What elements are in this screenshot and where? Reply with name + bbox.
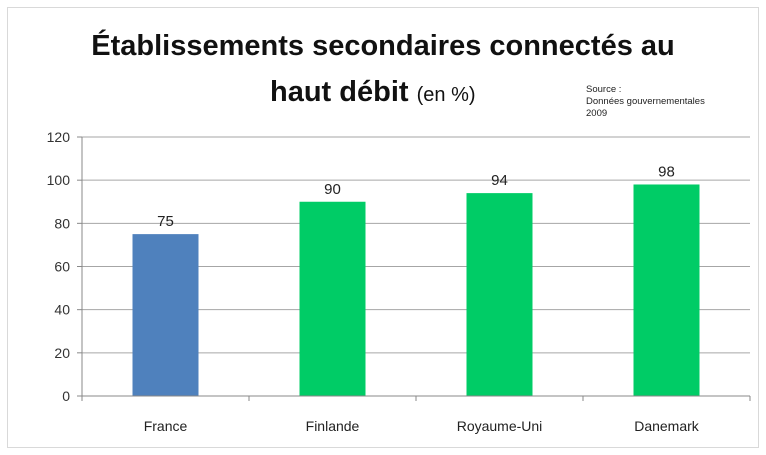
data-label: 90 [324, 181, 341, 198]
bar [132, 234, 199, 396]
data-label: 98 [658, 163, 675, 180]
source-note: Source : Données gouvernementales 2009 [586, 84, 705, 120]
data-label: 75 [157, 213, 174, 230]
x-tick-label: Royaume-Uni [457, 418, 543, 434]
chart-title-line1: Établissements secondaires connectés au [91, 30, 675, 62]
source-year: 2009 [586, 108, 608, 119]
x-tick-label: France [144, 418, 188, 434]
chart-title-line2: haut débit (en %) [270, 76, 476, 109]
bar [466, 193, 533, 396]
chart-frame [7, 7, 759, 448]
y-tick-label: 40 [54, 302, 70, 318]
source-label: Source : [586, 84, 622, 95]
x-tick-label: Finlande [306, 418, 360, 434]
y-tick-label: 100 [47, 172, 71, 188]
bar [633, 184, 700, 396]
chart-title-main: haut débit [270, 76, 409, 108]
x-tick-label: Danemark [634, 418, 700, 434]
source-name: Données gouvernementales [586, 96, 705, 107]
chart-title-unit: (en %) [416, 84, 476, 106]
y-tick-label: 0 [62, 388, 70, 404]
y-tick-label: 80 [54, 215, 70, 231]
y-tick-label: 20 [54, 345, 70, 361]
data-label: 94 [491, 172, 508, 189]
y-tick-label: 120 [47, 129, 71, 145]
y-tick-label: 60 [54, 259, 70, 275]
bar [299, 201, 366, 396]
